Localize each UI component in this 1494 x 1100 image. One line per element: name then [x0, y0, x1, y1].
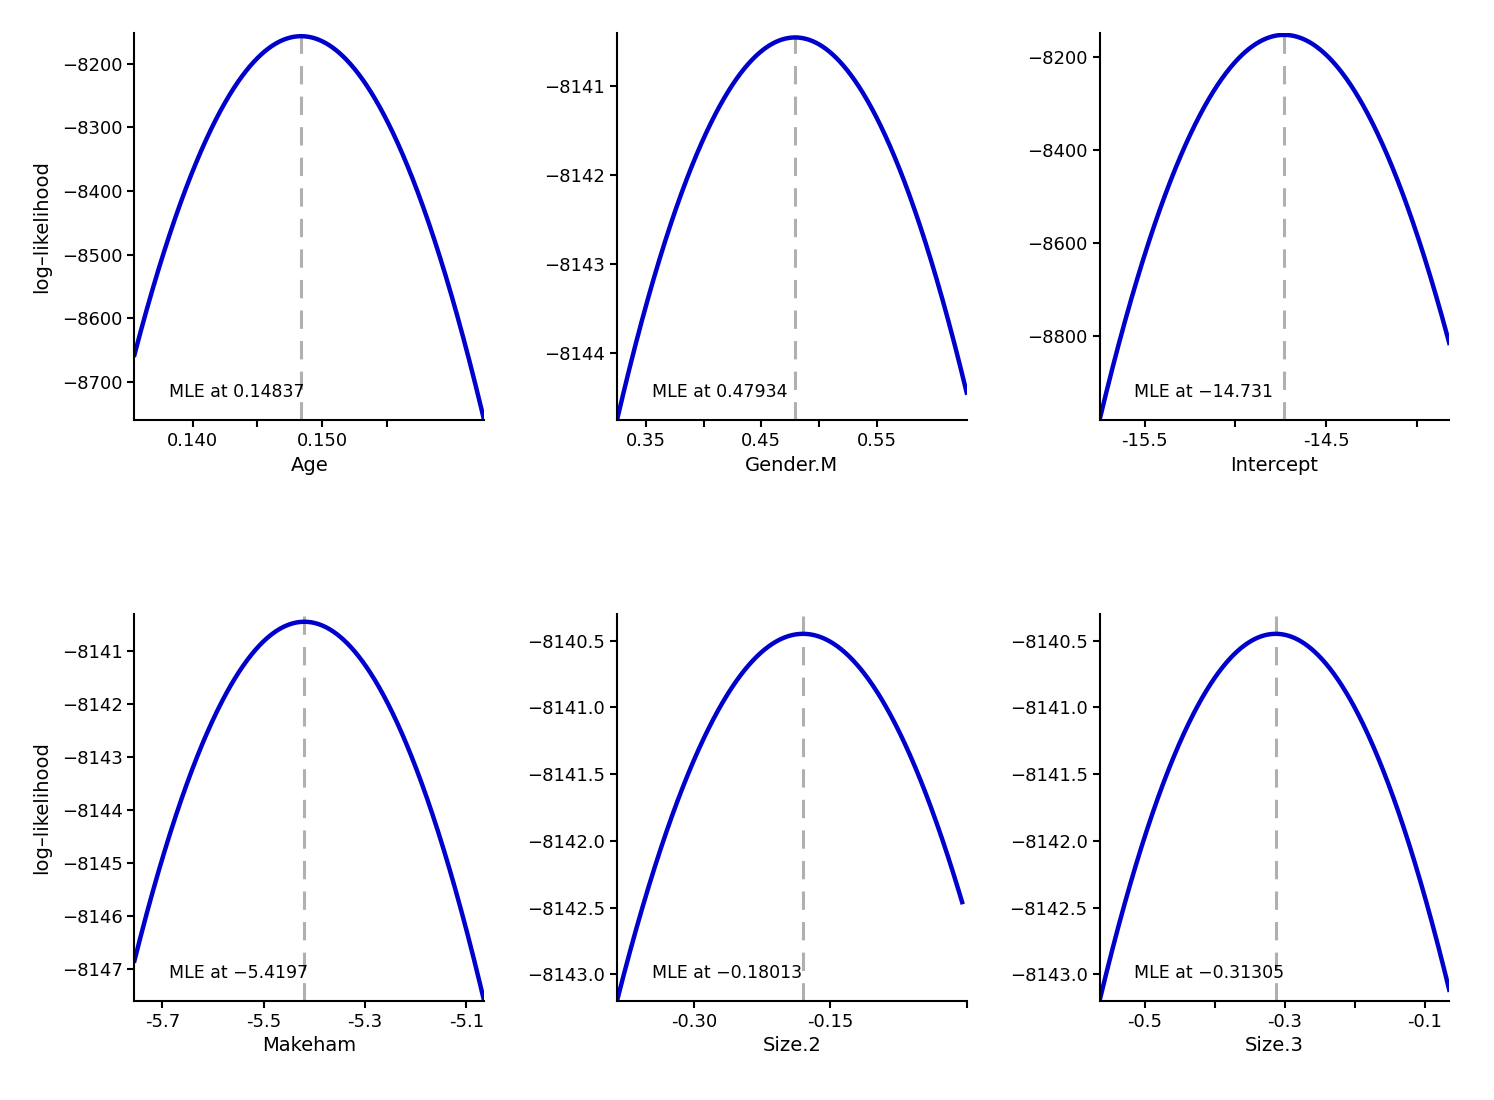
- X-axis label: Size.3: Size.3: [1245, 1036, 1304, 1055]
- X-axis label: Age: Age: [290, 455, 329, 474]
- Text: MLE at −0.31305: MLE at −0.31305: [1134, 964, 1285, 981]
- Text: MLE at 0.14837: MLE at 0.14837: [169, 383, 305, 400]
- X-axis label: Makeham: Makeham: [263, 1036, 357, 1055]
- Text: MLE at 0.47934: MLE at 0.47934: [651, 383, 787, 400]
- X-axis label: Size.2: Size.2: [762, 1036, 822, 1055]
- Y-axis label: log–likelihood: log–likelihood: [31, 161, 51, 293]
- X-axis label: Gender.M: Gender.M: [746, 455, 838, 474]
- Text: MLE at −0.18013: MLE at −0.18013: [651, 964, 802, 981]
- Text: MLE at −5.4197: MLE at −5.4197: [169, 964, 309, 981]
- Text: MLE at −14.731: MLE at −14.731: [1134, 383, 1273, 400]
- Y-axis label: log–likelihood: log–likelihood: [31, 741, 51, 873]
- X-axis label: Intercept: Intercept: [1231, 455, 1318, 474]
